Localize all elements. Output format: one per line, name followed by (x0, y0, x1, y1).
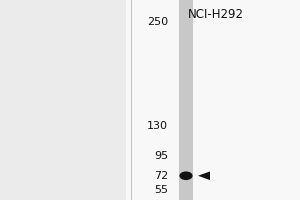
Text: NCI-H292: NCI-H292 (188, 8, 244, 21)
Bar (126, 0, 300, 200)
Text: 130: 130 (147, 121, 168, 131)
Text: 72: 72 (154, 171, 168, 181)
Ellipse shape (179, 171, 193, 180)
Text: 95: 95 (154, 151, 168, 161)
Bar (0, 0, 126, 200)
Bar (179, 0, 193, 200)
Polygon shape (198, 171, 210, 180)
Text: 55: 55 (154, 185, 168, 195)
Text: 250: 250 (147, 17, 168, 27)
